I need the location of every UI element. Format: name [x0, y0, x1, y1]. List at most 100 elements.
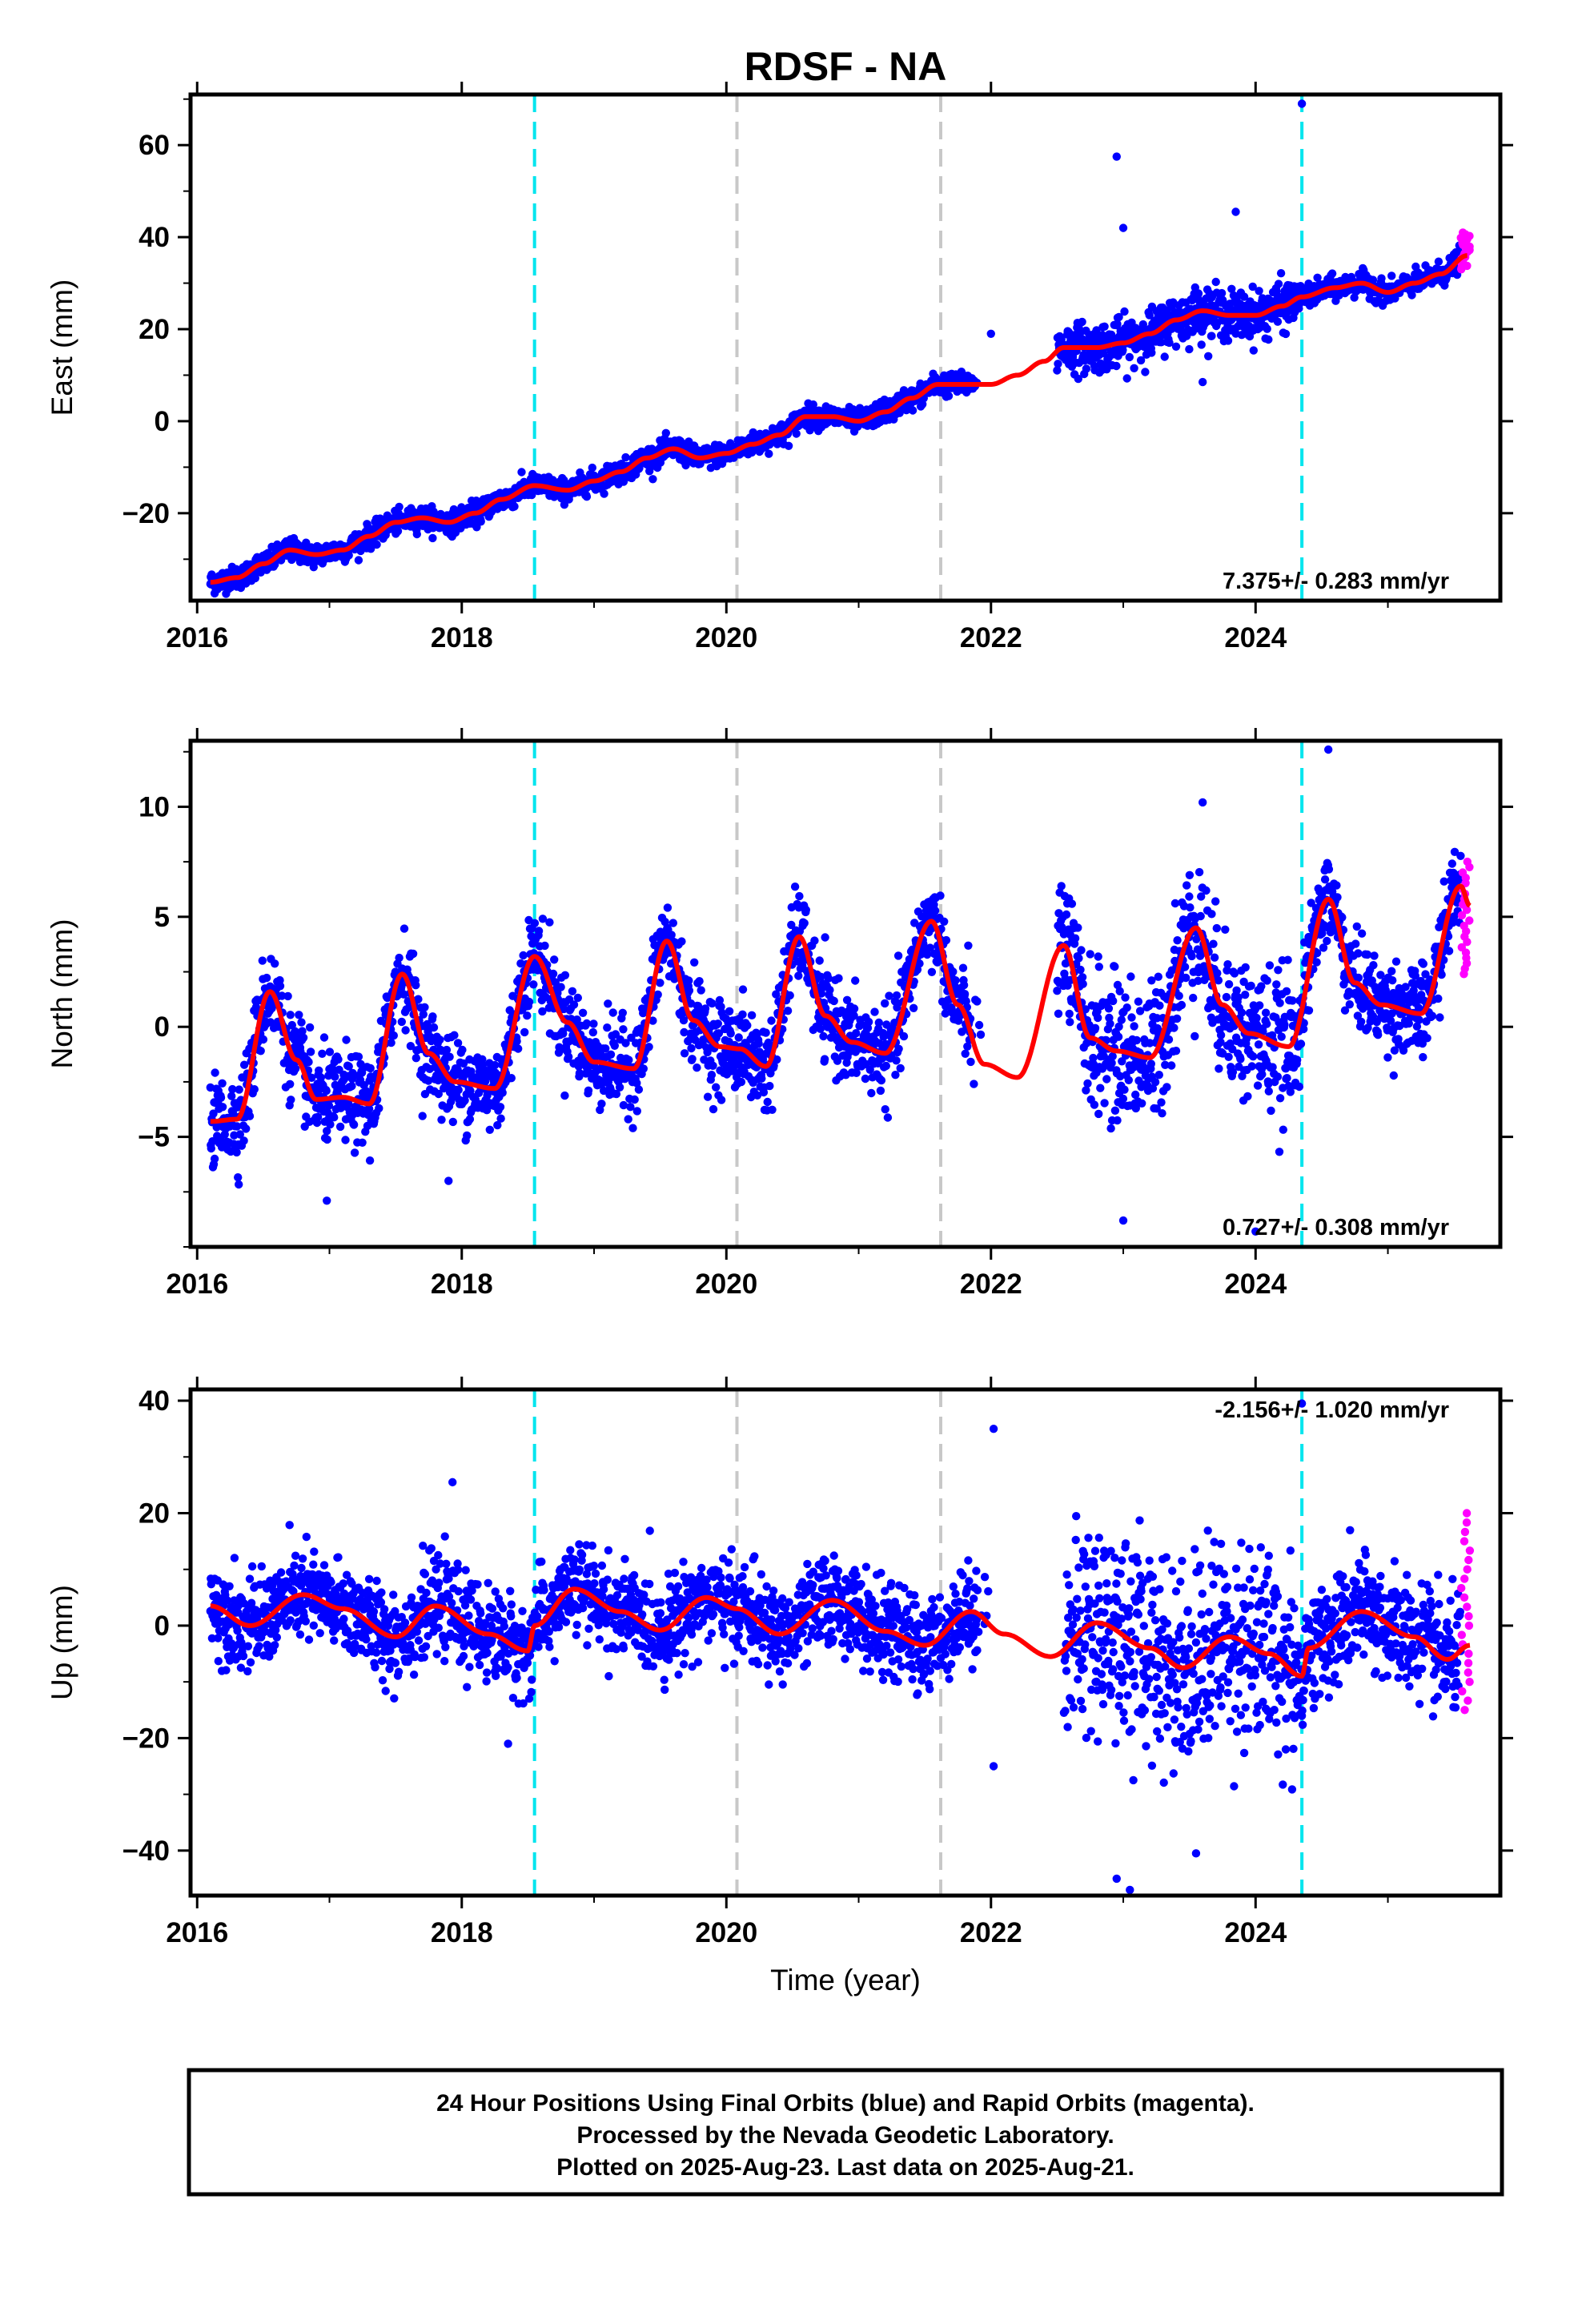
data-point	[908, 406, 917, 415]
data-point	[496, 1103, 505, 1112]
data-point	[942, 935, 951, 945]
data-point	[661, 428, 670, 437]
plot-area	[206, 94, 1474, 601]
data-point	[790, 883, 800, 891]
data-point	[287, 1020, 296, 1030]
data-point	[1223, 336, 1233, 345]
data-point	[877, 1076, 886, 1085]
data-point	[1154, 1071, 1164, 1080]
data-point	[749, 428, 757, 437]
data-point	[1110, 962, 1119, 971]
data-point	[597, 1100, 606, 1108]
data-point	[207, 1144, 215, 1153]
data-point	[324, 1101, 334, 1110]
data-point	[785, 991, 794, 1000]
data-point	[545, 918, 554, 927]
data-point	[881, 1105, 889, 1114]
data-point	[1067, 899, 1077, 908]
data-point	[393, 527, 403, 536]
data-point	[250, 1085, 259, 1094]
data-point	[1185, 870, 1195, 880]
data-point	[663, 903, 673, 912]
data-point	[211, 1068, 219, 1077]
data-point	[496, 1114, 505, 1123]
data-point	[1211, 277, 1220, 287]
data-point	[695, 977, 704, 986]
data-point	[366, 1063, 375, 1073]
data-point	[1172, 1014, 1182, 1023]
data-point	[644, 1043, 653, 1051]
data-point	[313, 1112, 323, 1122]
data-point	[726, 1029, 735, 1038]
data-point	[687, 1043, 696, 1053]
data-point	[397, 1017, 406, 1027]
x-tick-label: 2020	[695, 622, 757, 653]
data-point	[437, 1116, 446, 1124]
data-point	[375, 1104, 383, 1113]
data-point	[330, 1113, 339, 1122]
data-point	[286, 1080, 295, 1089]
data-point	[315, 1066, 323, 1076]
data-point	[395, 502, 404, 512]
data-point	[408, 949, 418, 959]
data-point	[628, 1124, 637, 1132]
data-point	[825, 986, 834, 995]
data-point	[949, 967, 958, 976]
data-point	[1145, 311, 1154, 320]
data-point	[757, 1074, 766, 1083]
data-point	[319, 1033, 329, 1042]
data-point	[258, 956, 267, 965]
data-point	[251, 573, 259, 583]
x-tick-label: 2018	[431, 622, 493, 653]
data-point	[239, 1136, 248, 1145]
data-point	[347, 1082, 356, 1091]
data-point	[234, 1173, 243, 1182]
data-point	[690, 958, 699, 967]
data-point	[560, 1091, 569, 1100]
data-point	[524, 997, 534, 1007]
data-point	[299, 1033, 308, 1043]
chart-title: RDSF - NA	[745, 44, 947, 89]
data-point	[445, 1052, 454, 1061]
data-point	[881, 999, 889, 1008]
data-point	[1160, 352, 1169, 361]
data-point	[1090, 1023, 1100, 1033]
data-point	[1155, 1001, 1164, 1010]
data-point	[287, 1096, 295, 1104]
data-point	[1327, 269, 1337, 278]
data-point	[218, 1103, 227, 1112]
data-point	[1070, 934, 1080, 943]
data-point	[615, 1083, 624, 1092]
data-point	[235, 1130, 244, 1139]
data-point	[1197, 340, 1206, 349]
data-point	[275, 982, 285, 991]
data-point	[429, 1023, 439, 1032]
data-point	[1134, 997, 1143, 1006]
data-point	[1094, 963, 1104, 971]
data-point	[1158, 1109, 1166, 1118]
data-point	[1146, 1059, 1156, 1068]
data-point	[1165, 338, 1174, 348]
data-point	[1054, 360, 1062, 368]
data-point	[1102, 1075, 1111, 1084]
data-point	[801, 906, 810, 915]
data-point	[588, 463, 596, 472]
data-point	[1109, 996, 1118, 1006]
data-point	[1113, 320, 1122, 328]
data-point	[783, 1007, 793, 1015]
data-point	[1076, 965, 1085, 975]
data-point	[883, 1113, 893, 1122]
data-point	[318, 1049, 327, 1059]
data-point	[1171, 342, 1181, 351]
data-point	[618, 1008, 627, 1018]
plot-area	[206, 741, 1474, 1247]
data-point	[763, 1097, 772, 1107]
data-point	[1074, 374, 1083, 384]
data-point	[600, 489, 608, 498]
data-point	[428, 533, 437, 543]
data-point	[619, 477, 628, 486]
outlier-point	[1112, 152, 1121, 161]
data-point	[354, 1052, 363, 1061]
data-point	[1147, 348, 1156, 357]
data-point	[1130, 1022, 1138, 1031]
